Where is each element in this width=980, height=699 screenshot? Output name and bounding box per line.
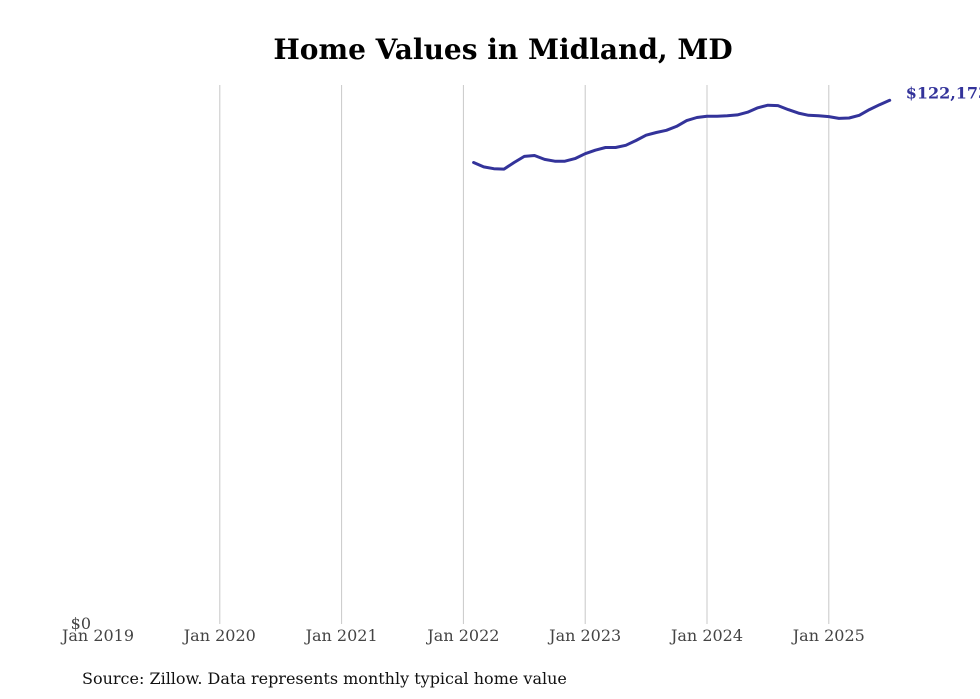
x-tick-label: Jan 2021: [304, 626, 378, 645]
chart-title: Home Values in Midland, MD: [273, 33, 732, 66]
y-axis: $0: [71, 614, 91, 633]
source-note: Source: Zillow. Data represents monthly …: [82, 669, 567, 688]
x-tick-label: Jan 2023: [547, 626, 621, 645]
x-tick-label: Jan 2022: [425, 626, 499, 645]
x-tick-label: Jan 2024: [669, 626, 743, 645]
x-tick-label: Jan 2020: [182, 626, 256, 645]
series-line: [472, 98, 892, 171]
x-tick-label: Jan 2025: [791, 626, 865, 645]
end-value-label: $122,173: [906, 83, 980, 102]
x-axis: Jan 2019 Jan 2020 Jan 2021 Jan 2022 Jan 2023…: [60, 626, 865, 645]
y-tick-label: $0: [71, 614, 91, 633]
grid-lines: [219, 85, 830, 624]
x-tick-label: Jan 2019: [60, 626, 134, 645]
